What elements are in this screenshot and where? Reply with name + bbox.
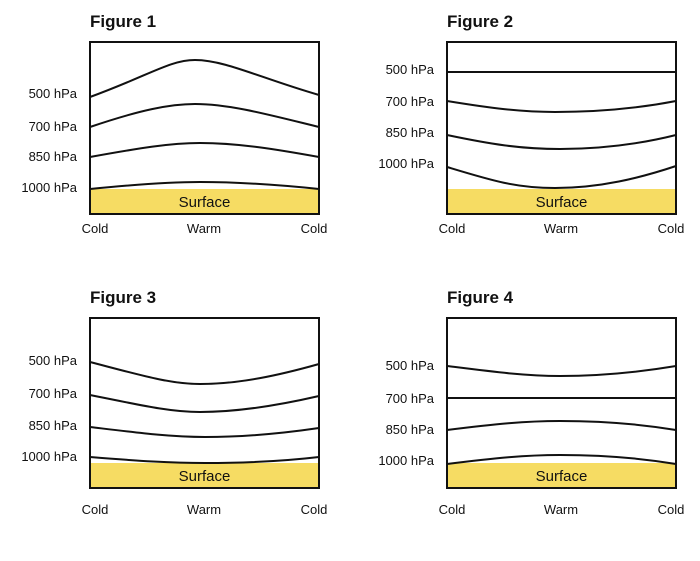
figure-3-level-700: 700 hPa	[29, 386, 78, 401]
figure-4-xlabel-right: Cold	[658, 502, 685, 517]
figure-1-title: Figure 1	[90, 12, 156, 31]
figure-3-curve-1000	[89, 456, 320, 465]
figure-1: Figure 1 Surface 500 hPa 700 hPa 850 hPa…	[21, 12, 327, 236]
figure-1-curve-500	[89, 58, 320, 98]
figure-1-level-850: 850 hPa	[29, 149, 78, 164]
figure-4-xlabel-center: Warm	[544, 502, 578, 517]
figure-1-curve-700	[89, 102, 320, 128]
figure-1-curve-1000	[89, 180, 320, 190]
figure-1-surface-label: Surface	[179, 194, 231, 211]
figure-2: Figure 2 Surface 500 hPa 700 hPa 850 hPa…	[378, 12, 684, 236]
figure-3-surface-band	[90, 463, 319, 488]
figure-3-frame	[89, 317, 320, 489]
figure-2-curve-850	[446, 134, 677, 151]
figure-3-xlabel-center: Warm	[187, 502, 221, 517]
figure-4-curve-850	[446, 419, 677, 431]
figure-4-surface-band	[447, 463, 676, 488]
figure-2-surface-band	[447, 189, 676, 214]
figure-2-level-500: 500 hPa	[386, 62, 435, 77]
figure-3-curve-700	[89, 394, 320, 414]
figure-3-curve-850	[89, 426, 320, 439]
figure-2-level-1000: 1000 hPa	[378, 156, 434, 171]
figure-3-level-1000: 1000 hPa	[21, 449, 77, 464]
figure-2-curve-700	[446, 100, 677, 114]
figure-4-curve-500	[446, 365, 677, 378]
figure-1-curve-850	[89, 141, 320, 158]
figure-4-xlabel-left: Cold	[439, 502, 466, 517]
figure-3-xlabel-left: Cold	[82, 502, 109, 517]
figure-4-level-500: 500 hPa	[386, 358, 435, 373]
figure-3-curve-500	[89, 361, 320, 386]
figure-3-xlabel-right: Cold	[301, 502, 328, 517]
figure-3-title: Figure 3	[90, 288, 156, 307]
figure-3-level-500: 500 hPa	[29, 353, 78, 368]
figure-4: Figure 4 Surface 500 hPa 700 hPa 850 hPa…	[378, 288, 684, 517]
figure-4-level-850: 850 hPa	[386, 422, 435, 437]
figure-1-level-700: 700 hPa	[29, 119, 78, 134]
figure-1-xlabel-right: Cold	[301, 221, 328, 236]
figure-2-title: Figure 2	[447, 12, 513, 31]
figure-1-level-500: 500 hPa	[29, 86, 78, 101]
figure-2-curve-1000	[446, 165, 677, 190]
figure-1-frame	[89, 41, 320, 215]
figure-4-level-1000: 1000 hPa	[378, 453, 434, 468]
figure-4-surface-label: Surface	[536, 468, 588, 485]
figure-4-frame	[446, 317, 677, 489]
figure-2-surface-label: Surface	[536, 194, 588, 211]
figure-2-xlabel-center: Warm	[544, 221, 578, 236]
figure-1-level-1000: 1000 hPa	[21, 180, 77, 195]
figure-3-surface-label: Surface	[179, 468, 231, 485]
figure-4-title: Figure 4	[447, 288, 514, 307]
figure-4-level-700: 700 hPa	[386, 391, 435, 406]
figure-1-surface-band	[90, 189, 319, 214]
figure-3-level-850: 850 hPa	[29, 418, 78, 433]
figure-2-level-850: 850 hPa	[386, 125, 435, 140]
figure-2-xlabel-right: Cold	[658, 221, 685, 236]
figure-1-xlabel-left: Cold	[82, 221, 109, 236]
figure-2-xlabel-left: Cold	[439, 221, 466, 236]
figure-2-frame	[446, 41, 677, 215]
figure-1-xlabel-center: Warm	[187, 221, 221, 236]
figure-4-curve-1000	[446, 453, 677, 465]
figure-3: Figure 3 Surface 500 hPa 700 hPa 850 hPa…	[21, 288, 327, 517]
figure-2-level-700: 700 hPa	[386, 94, 435, 109]
